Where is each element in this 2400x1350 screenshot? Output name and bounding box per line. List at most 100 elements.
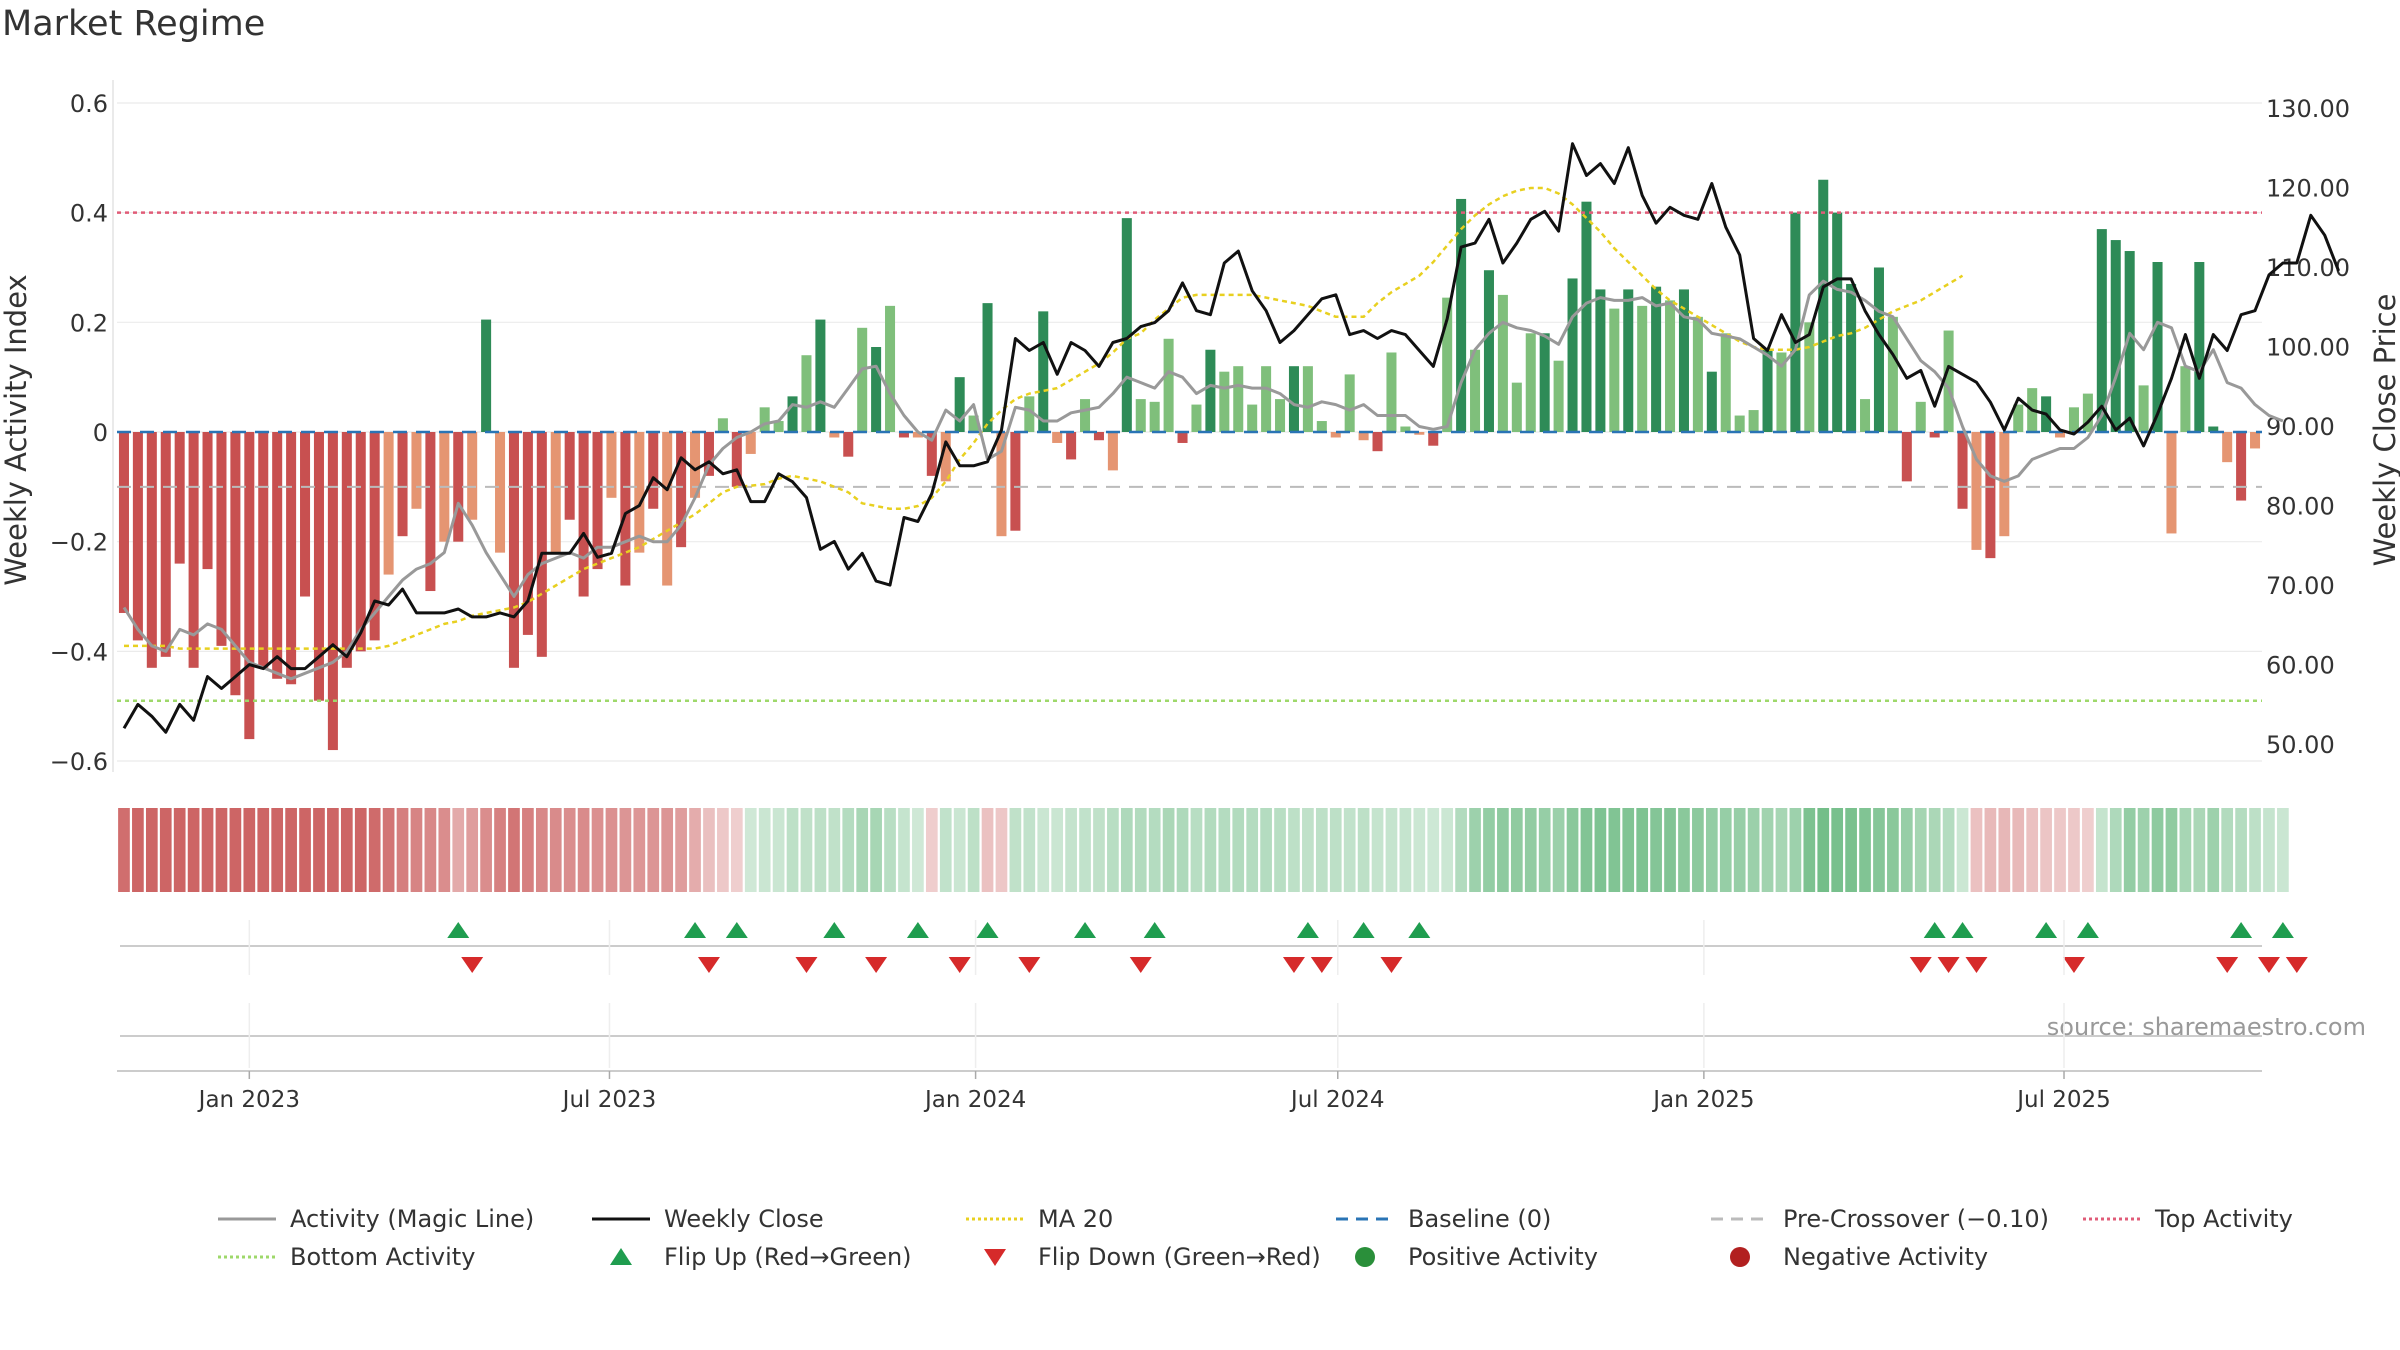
activity-bar [1651,286,1662,432]
activity-bar [1915,401,1926,432]
flip-down-marker [795,957,818,973]
regime-strip-cell [1552,808,1565,892]
right-tick-label: 80.00 [2266,493,2335,521]
regime-strip-cell [828,808,841,892]
right-tick-label: 130.00 [2266,95,2350,123]
regime-strip-cell [1984,808,1997,892]
activity-bar [341,432,352,668]
legend-swatch-triangle-up [610,1248,632,1265]
right-tick-label: 50.00 [2266,731,2335,759]
regime-strip-cell [744,808,757,892]
regime-strip-cell [229,808,242,892]
regime-strip-cell [1705,808,1718,892]
regime-strip-cell [2151,808,2164,892]
activity-bar [397,432,408,537]
lower-panel [117,1035,2262,1072]
activity-bar [690,432,701,498]
regime-strip-cell [1385,808,1398,892]
activity-bar [2194,262,2205,432]
regime-strip-cell [1357,808,1370,892]
activity-bar [2236,432,2247,501]
regime-strip-cell [1274,808,1286,892]
regime-strip-cell [884,808,896,892]
activity-bar [1929,432,1940,438]
activity-bar [453,432,464,542]
activity-bar [1776,352,1787,432]
x-tick-label: Jan 2023 [197,1087,300,1113]
activity-bar [1358,432,1369,441]
activity-bar [1344,374,1355,432]
regime-strip-cell [2054,808,2066,892]
legend-swatch-triangle-down [984,1249,1006,1266]
regime-strip-cell [1566,808,1579,892]
activity-bar [829,432,840,438]
legend-item: Positive Activity [1355,1243,1598,1271]
left-tick-label: 0.4 [70,200,108,228]
activity-bar [2096,229,2107,432]
activity-bar [898,432,909,438]
regime-strip-cell [1260,808,1272,892]
activity-bar [1497,294,1508,432]
left-tick-label: 0 [93,419,108,447]
activity-bar [1846,283,1857,432]
activity-bar [2013,404,2024,432]
regime-strip-cell [257,808,270,892]
activity-bar [968,415,979,432]
regime-strip-cell [786,808,799,892]
regime-strip-cell [1692,808,1704,892]
activity-bar [871,347,882,432]
x-tick-label: Jul 2025 [2015,1087,2111,1113]
regime-strip-cell [856,808,869,892]
legend-item: Negative Activity [1730,1243,1988,1271]
activity-bar [1692,316,1703,432]
regime-strip-cell [494,808,506,892]
activity-bar [327,432,338,751]
activity-bar [703,432,714,476]
activity-bar [1386,352,1397,432]
main-grid [112,80,2262,772]
chart-lines [122,142,2340,734]
activity-bar [1261,366,1272,432]
regime-strip-cell [1900,808,1913,892]
flip-up-marker [2230,922,2253,938]
regime-strip-cell [368,808,381,892]
activity-bar [843,432,854,457]
regime-strip-cell [591,808,604,892]
activity-bar [300,432,311,597]
regime-strip-cell [1956,808,1969,892]
activity-bar [1316,421,1327,432]
regime-strip-cell [1803,808,1816,892]
activity-bar [2124,251,2135,432]
flip-up-marker [1408,922,1431,938]
left-axis: −0.6 −0.4 −0.2 0 0.2 0.4 0.6 [50,90,108,776]
legend-label: Baseline (0) [1408,1205,1551,1233]
flip-down-marker [2216,957,2239,973]
activity-bar [1024,396,1035,432]
regime-strip-cell [717,808,729,892]
regime-strip-cell [313,808,325,892]
activity-bar [634,432,645,553]
right-axis-label: Weekly Close Price [2368,294,2400,567]
regime-strip-cell [758,808,771,892]
legend-item: Pre-Crossover (−0.10) [1711,1205,2049,1233]
regime-strip-cell [898,808,910,892]
right-tick-label: 120.00 [2266,174,2350,202]
flip-down-marker [1018,957,1041,973]
regime-strip-cell [508,808,520,892]
activity-bar [1999,432,2010,537]
activity-bar [676,432,687,548]
activity-bar [592,432,603,570]
regime-strip-cell [1329,808,1342,892]
regime-strip-cell [1831,808,1844,892]
regime-strip-cell [285,808,297,892]
activity-bar [2152,262,2163,432]
activity-bar [2222,432,2233,463]
activity-bar [1107,432,1118,471]
regime-strip-cell [1413,808,1426,892]
legend-label: Top Activity [2154,1205,2293,1233]
activity-bar [286,432,297,685]
regime-strip-cell [1009,808,1022,892]
legend-label: Flip Down (Green→Red) [1038,1243,1321,1271]
regime-strip-cell [438,808,451,892]
activity-bar [1553,360,1564,432]
